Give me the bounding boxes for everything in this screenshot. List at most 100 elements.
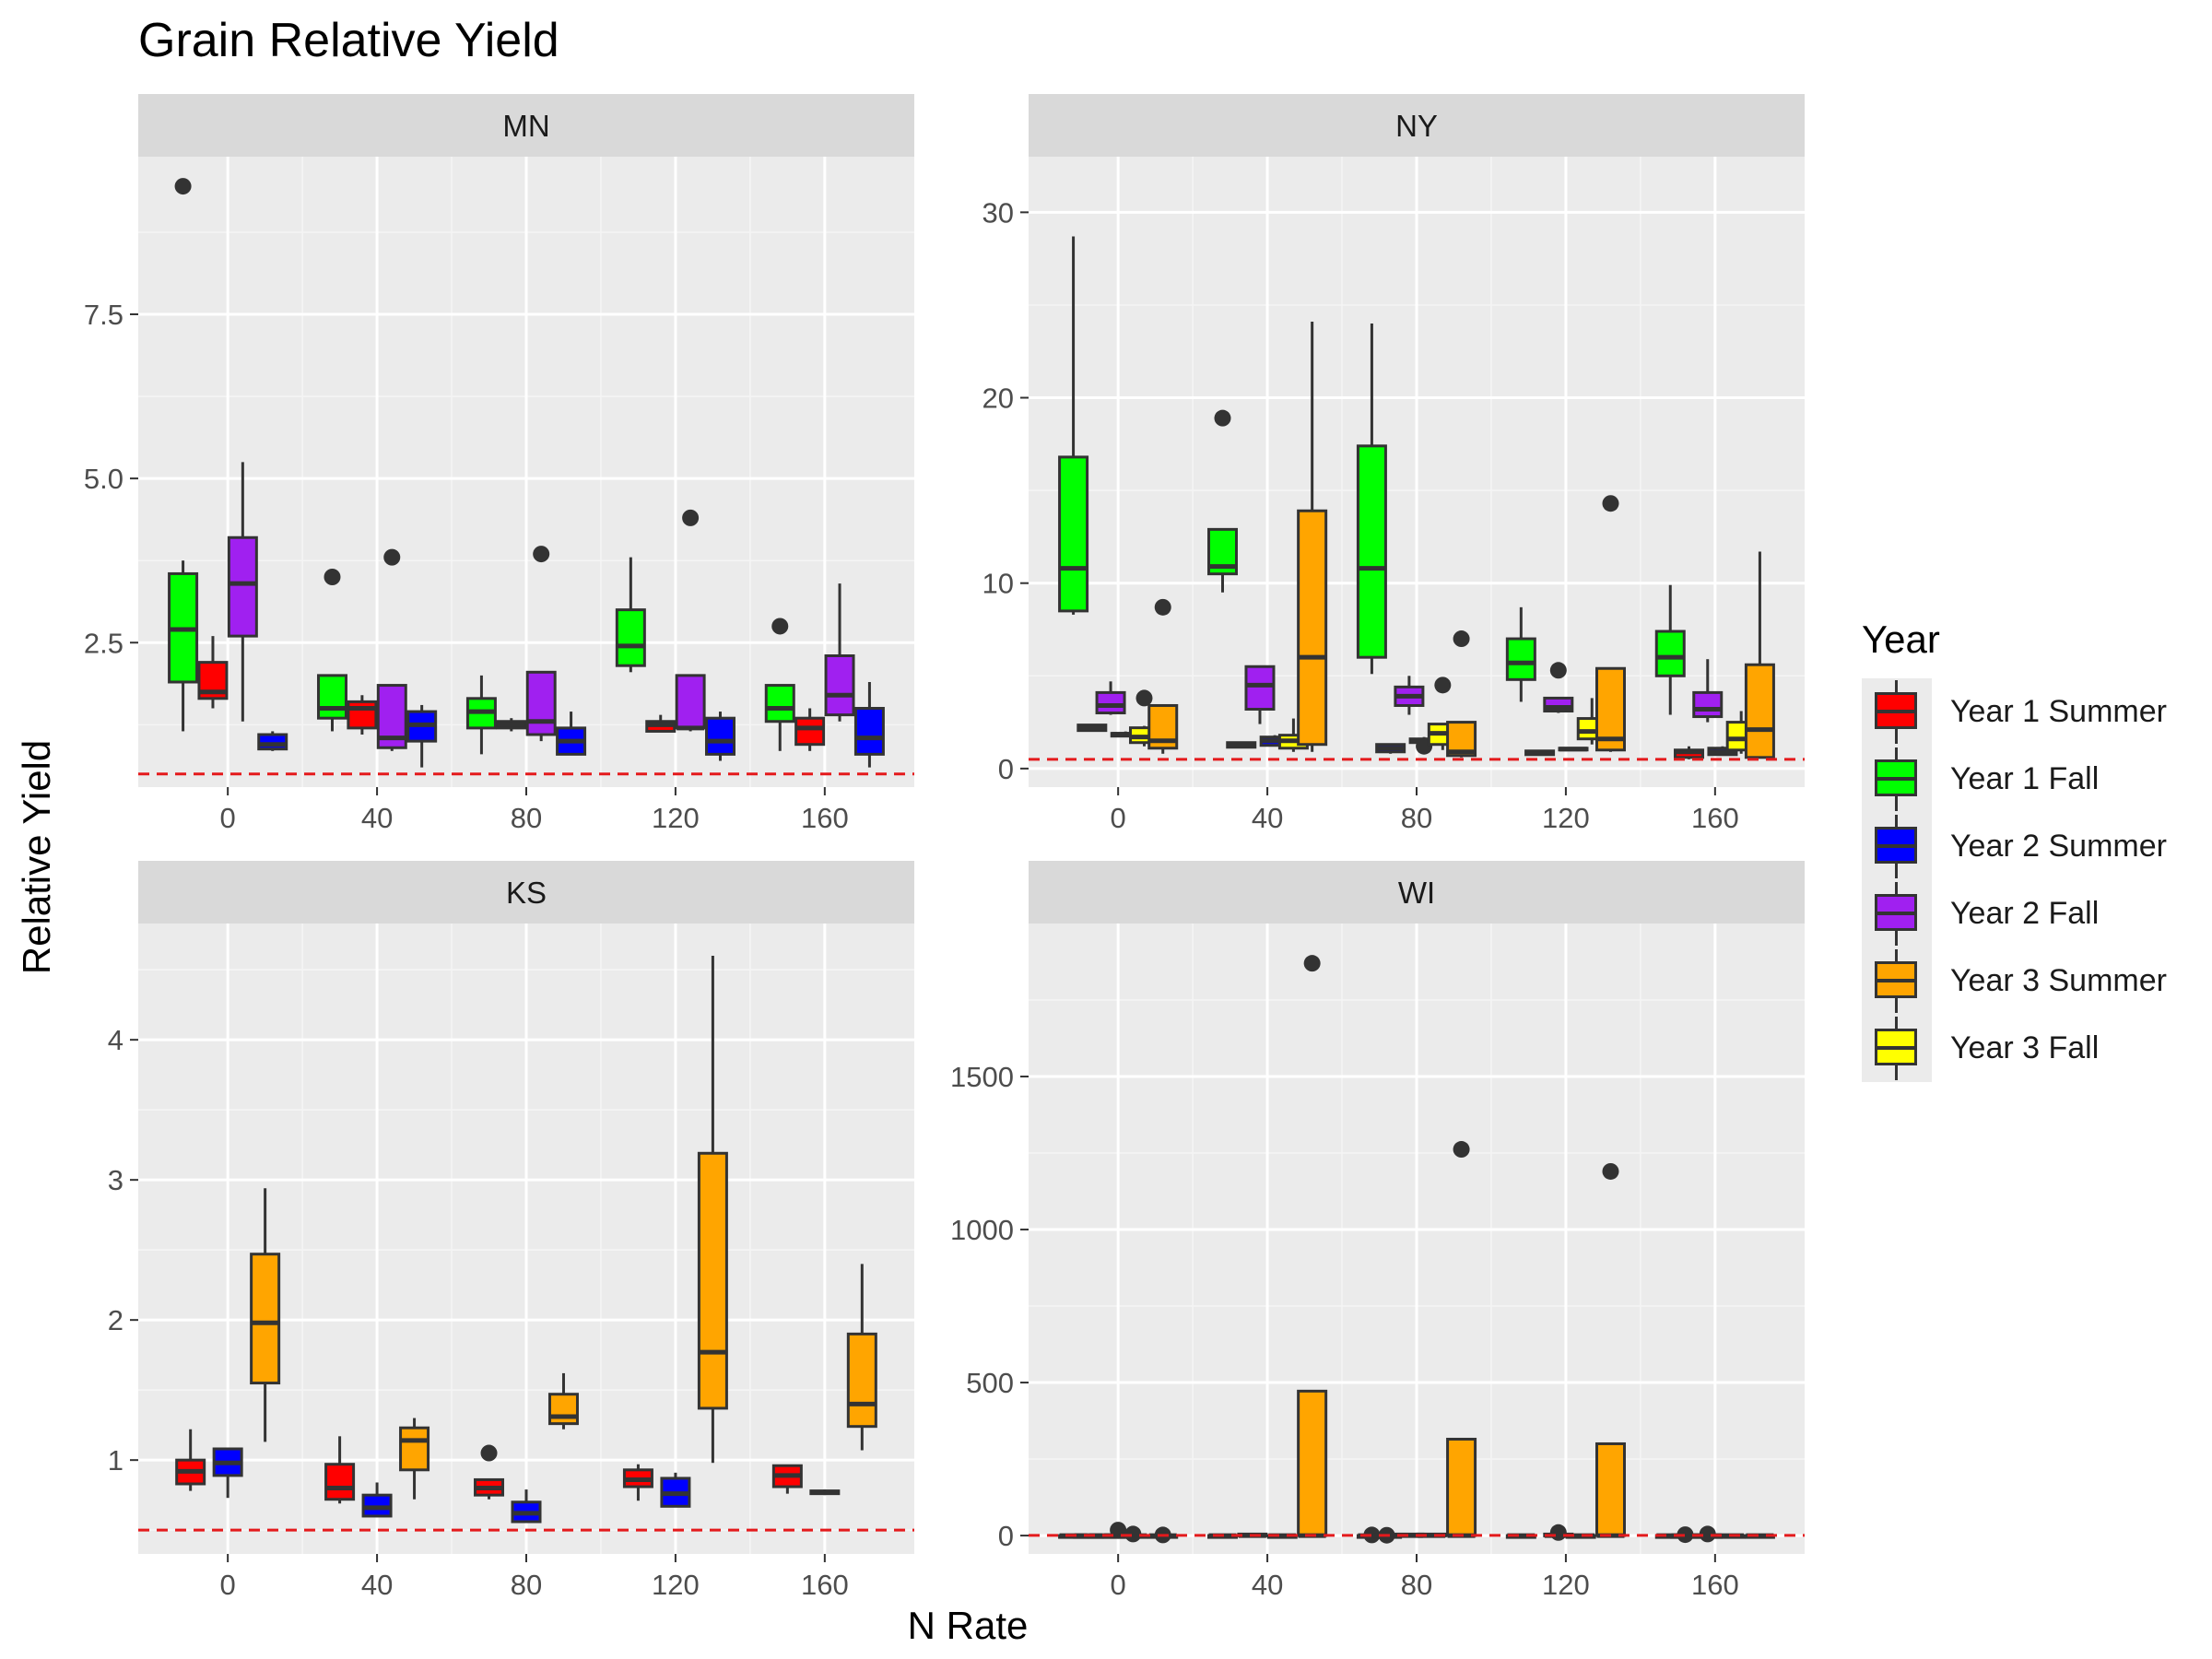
outlier-point [1434, 677, 1452, 694]
y-tick-label: 0 [998, 1520, 1014, 1552]
legend-item: Year 1 Summer [1862, 678, 2212, 746]
x-tick-label: 120 [652, 1569, 700, 1601]
y-tick-label: 10 [982, 568, 1014, 600]
box-year-2-summer [212, 1447, 243, 1499]
box-year-2-summer [853, 682, 885, 768]
box-body [257, 733, 288, 751]
box-year-2-summer [809, 1489, 841, 1496]
x-tick-label: 120 [652, 802, 700, 834]
y-tick-label: 7.5 [84, 299, 124, 331]
box-year-2-summer [1558, 747, 1589, 752]
box-body [1058, 455, 1089, 613]
legend-label: Year 3 Summer [1950, 963, 2167, 998]
x-tick-label: 80 [1401, 1569, 1432, 1601]
y-tick-label: 3 [108, 1164, 124, 1196]
legend-label: Year 2 Fall [1950, 896, 2100, 931]
y-tick-label: 0 [998, 753, 1014, 785]
x-tick-label: 120 [1542, 1569, 1590, 1601]
legend-item: Year 3 Fall [1862, 1015, 2212, 1082]
box-body [824, 654, 855, 717]
box-year-1-summer [794, 708, 826, 751]
x-tick-label: 40 [361, 1569, 393, 1601]
box-year-2-fall [675, 509, 706, 732]
box-year-2-fall [525, 546, 557, 742]
facet-label: KS [506, 876, 547, 910]
x-tick-label: 0 [1111, 1569, 1126, 1601]
box-year-2-fall [1692, 659, 1724, 723]
facet-strip [138, 861, 914, 924]
box-body [1356, 444, 1387, 659]
box-year-1-summer [175, 1429, 206, 1491]
legend-item: Year 2 Summer [1862, 813, 2212, 880]
outlier-point [1135, 689, 1153, 707]
box-body [705, 716, 735, 756]
x-tick-label: 80 [511, 802, 542, 834]
box-body [1595, 666, 1626, 752]
outlier-point [1549, 1524, 1567, 1541]
box-body [1297, 1389, 1328, 1537]
box-body [1595, 1441, 1626, 1537]
box-year-1-summer [645, 714, 677, 733]
box-year-1-fall [1654, 584, 1686, 715]
x-tick-label: 120 [1542, 802, 1590, 834]
y-tick-label: 500 [966, 1367, 1014, 1399]
box-body [1297, 509, 1328, 747]
x-tick-label: 40 [1252, 1569, 1283, 1601]
outlier-point [1699, 1525, 1716, 1543]
legend-item: Year 2 Fall [1862, 880, 2212, 947]
box-year-2-summer [1375, 743, 1406, 754]
box-year-2-fall [227, 462, 258, 722]
y-tick-label: 1 [108, 1444, 124, 1477]
outlier-point [1602, 1162, 1619, 1180]
y-tick-label: 5.0 [84, 463, 124, 495]
box-year-3-summer [1297, 955, 1328, 1538]
legend-entries: Year 1 Summer Year 1 Fall Year 2 Summer Yea… [1862, 678, 2212, 1082]
box-year-2-fall [824, 583, 855, 722]
box-body [227, 535, 258, 638]
y-tick-label: 4 [108, 1024, 124, 1056]
box-year-3-summer [1297, 322, 1328, 752]
panel-ny: NY 0 10 20 30 0 40 80 120 160 [982, 94, 1805, 834]
box-year-3-summer [697, 955, 728, 1464]
box-body [317, 674, 347, 720]
box-year-1-fall [615, 557, 646, 673]
box-year-3-summer [846, 1264, 877, 1451]
box-body [547, 1393, 579, 1426]
box-body [697, 1151, 728, 1410]
box-year-3-summer [547, 1372, 579, 1430]
outlier-point [174, 178, 192, 195]
box-year-1-summer [197, 636, 229, 709]
box-year-1-fall [764, 618, 795, 751]
facet-label: MN [502, 109, 549, 143]
legend-key [1862, 880, 1932, 947]
legend-key [1862, 678, 1932, 746]
box-year-2-summer [1524, 749, 1556, 757]
legend-item: Year 3 Summer [1862, 947, 2212, 1015]
box-body [324, 1463, 356, 1501]
outlier-point [771, 618, 789, 635]
outlier-point [682, 509, 700, 526]
legend-item: Year 1 Fall [1862, 746, 2212, 813]
box-year-1-fall [1207, 409, 1238, 593]
panel-wi: WI 0 500 1000 1500 0 40 80 120 160 [950, 861, 1805, 1601]
x-tick-label: 0 [220, 802, 236, 834]
outlier-point [1453, 1141, 1470, 1159]
box-body [250, 1253, 281, 1385]
box-body [675, 674, 706, 730]
box-year-2-fall [1095, 681, 1126, 715]
box-year-2-summer [660, 1472, 691, 1508]
outlier-point [1154, 598, 1171, 616]
outlier-point [1303, 955, 1321, 972]
legend-label: Year 3 Fall [1950, 1030, 2100, 1065]
box-year-3-summer [1446, 630, 1477, 758]
box-body [1244, 665, 1276, 712]
x-tick-label: 160 [801, 802, 849, 834]
outlier-point [324, 569, 341, 585]
outlier-point [1549, 662, 1567, 679]
y-tick-label: 1000 [950, 1214, 1014, 1246]
box-body [853, 707, 885, 756]
y-tick-label: 2.5 [84, 627, 124, 659]
box-body [1505, 637, 1536, 681]
box-year-2-summer [1226, 741, 1257, 749]
